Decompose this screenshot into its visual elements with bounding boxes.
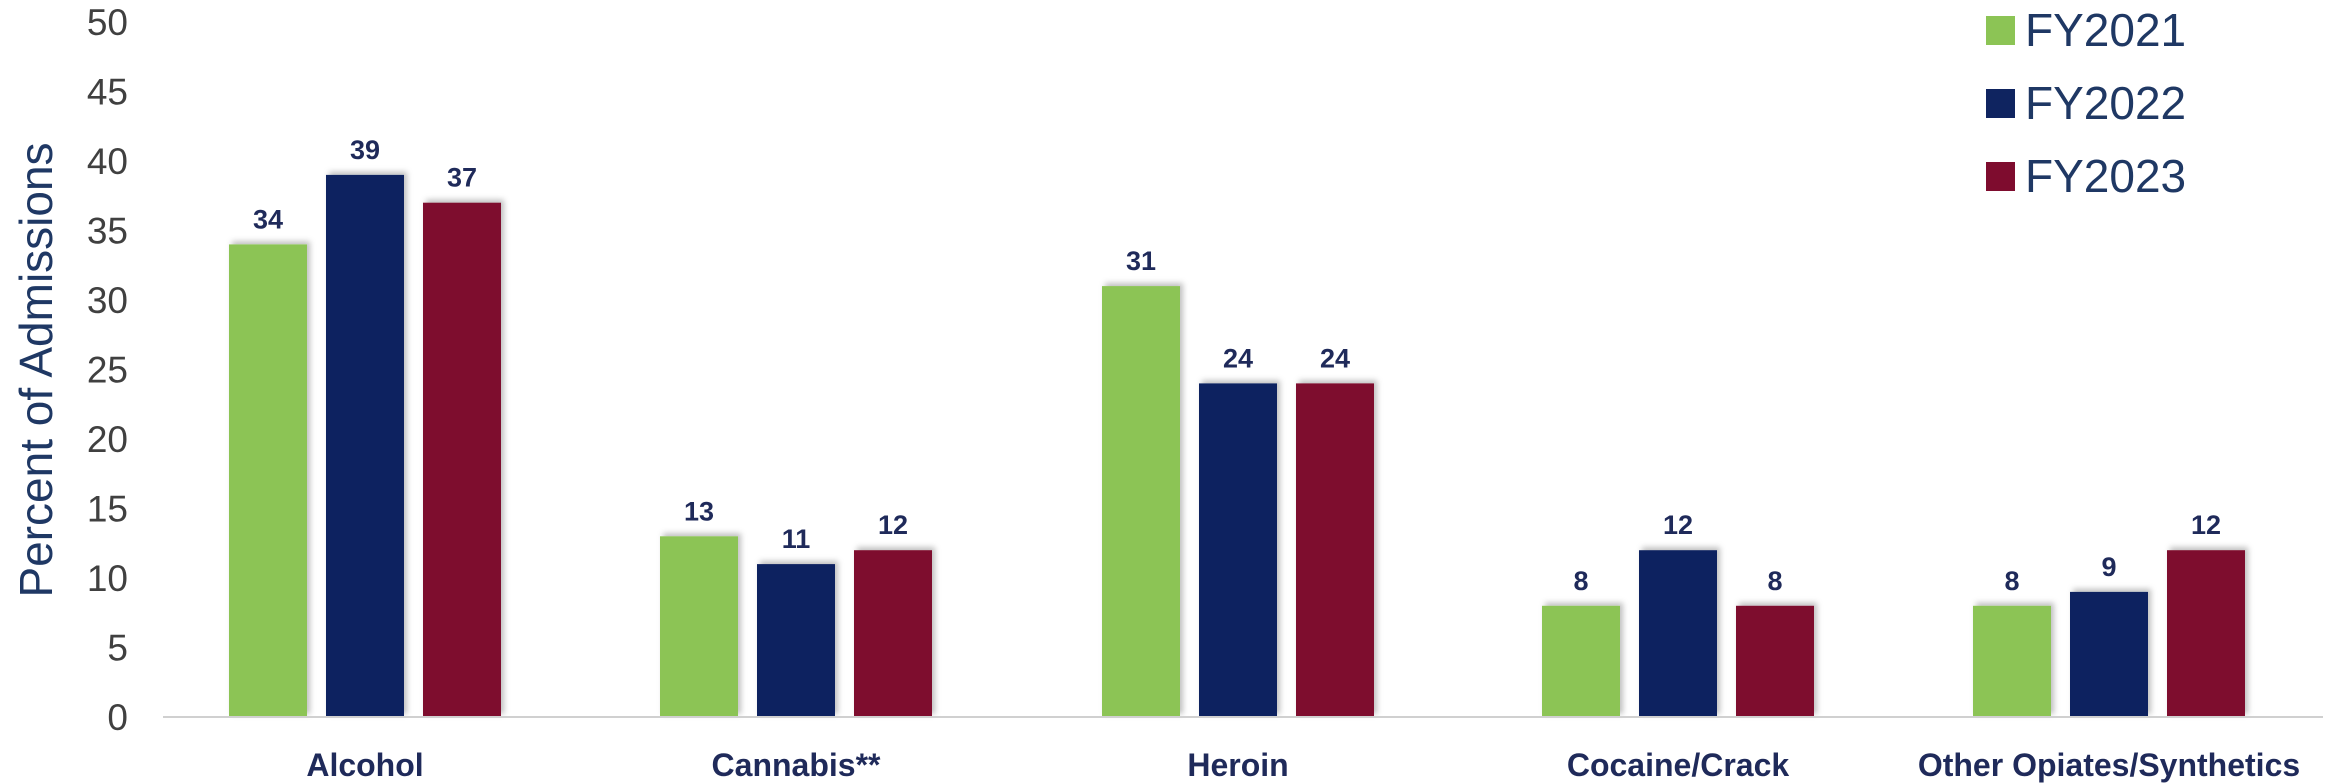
y-tick-label: 25: [87, 350, 128, 391]
bar-fy2021-4: [1973, 605, 2051, 717]
category-labels: Alcohol Cannabis** Heroin Cocaine/Crack Othe…: [306, 747, 2300, 783]
x-category-label: Cannabis**: [712, 747, 881, 783]
data-label: 9: [2101, 552, 2116, 582]
data-label: 8: [2004, 566, 2019, 596]
y-tick-label: 15: [87, 489, 128, 530]
data-label: 24: [1223, 343, 1253, 373]
legend-label: FY2021: [2025, 4, 2186, 56]
data-label: 8: [1573, 566, 1588, 596]
data-label: 31: [1126, 246, 1156, 276]
y-tick-label: 50: [87, 2, 128, 43]
x-category-label: Heroin: [1187, 747, 1288, 783]
y-axis-ticks: 0 5 10 15 20 25 30 35 40 45 50: [87, 2, 128, 738]
data-label: 39: [350, 135, 380, 165]
bar-fy2023-0: [423, 202, 501, 717]
y-tick-label: 35: [87, 211, 128, 252]
x-category-label: Cocaine/Crack: [1567, 747, 1790, 783]
y-tick-label: 10: [87, 558, 128, 599]
bar-fy2023-3: [1736, 605, 1814, 717]
data-label: 37: [447, 163, 477, 193]
y-tick-label: 0: [107, 697, 128, 738]
bar-fy2023-2: [1296, 383, 1374, 717]
legend-swatch: [1986, 16, 2015, 45]
data-label: 24: [1320, 343, 1350, 373]
y-tick-label: 45: [87, 72, 128, 113]
legend-label: FY2023: [2025, 150, 2186, 202]
y-axis-label: Percent of Admissions: [10, 142, 62, 597]
y-tick-label: 30: [87, 280, 128, 321]
bar-fy2021-2: [1102, 286, 1180, 717]
data-label: 13: [684, 496, 714, 526]
legend: FY2021 FY2022 FY2023: [1986, 4, 2186, 202]
x-category-label: Alcohol: [306, 747, 423, 783]
legend-label: FY2022: [2025, 77, 2186, 129]
bar-fy2021-3: [1542, 605, 1620, 717]
x-category-label: Other Opiates/Synthetics: [1918, 747, 2300, 783]
bar-fy2022-2: [1199, 383, 1277, 717]
legend-swatch: [1986, 89, 2015, 118]
data-label: 34: [253, 204, 283, 234]
data-label: 12: [2191, 510, 2221, 540]
data-label: 11: [782, 524, 811, 554]
data-label: 8: [1767, 566, 1782, 596]
bar-fy2023-4: [2167, 550, 2245, 717]
bar-fy2022-3: [1639, 550, 1717, 717]
legend-swatch: [1986, 162, 2015, 191]
bar-fy2021-0: [229, 244, 307, 717]
bar-fy2023-1: [854, 550, 932, 717]
y-tick-label: 40: [87, 141, 128, 182]
bar-fy2022-4: [2070, 591, 2148, 717]
bar-fy2022-1: [757, 564, 835, 717]
bar-fy2022-0: [326, 174, 404, 717]
data-label: 12: [1663, 510, 1693, 540]
y-tick-label: 5: [107, 628, 128, 669]
bar-fy2021-1: [660, 536, 738, 717]
y-tick-label: 20: [87, 419, 128, 460]
data-label: 12: [878, 510, 908, 540]
bars: 34 39 37 13 11 12 31 24 24 8 12 8 8 9 12: [229, 135, 2245, 717]
